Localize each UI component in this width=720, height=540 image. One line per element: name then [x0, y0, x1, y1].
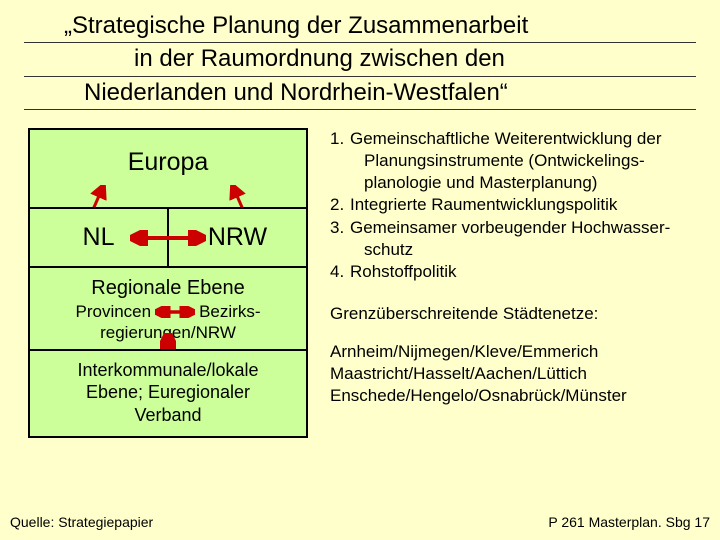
slide-title: „Strategische Planung der Zusammenarbeit… — [0, 0, 720, 110]
prov-right-label: Bezirks- — [199, 302, 260, 322]
list-item: 1.Gemeinschaftliche Weiterentwicklung de… — [330, 128, 698, 194]
list-text: Rohstoffpolitik — [350, 261, 698, 283]
arrow-prov-icon — [155, 306, 195, 318]
list-text: Gemeinschaftliche Weiterentwicklung derP… — [350, 128, 698, 194]
text-column: 1.Gemeinschaftliche Weiterentwicklung de… — [330, 128, 698, 438]
node-nl: NL — [28, 207, 169, 268]
node-europa: Europa — [28, 128, 308, 209]
grenz-lines: Arnheim/Nijmegen/Kleve/EmmerichMaastrich… — [330, 341, 698, 407]
nrw-label: NRW — [208, 223, 267, 251]
list-continuation: schutz — [350, 239, 698, 261]
list-number: 2. — [330, 194, 350, 216]
interk-l3: Verband — [36, 404, 300, 427]
prov-line2-label: regierungen/NRW — [36, 323, 300, 343]
node-regional: Regionale Ebene Provincen Bezirks- regie… — [28, 266, 308, 351]
list-continuation: Planungsinstrumente (Ontwickelings- — [350, 150, 698, 172]
diagram-column: Europa NL NRW Regionale Ebene — [28, 128, 308, 438]
interk-l2: Ebene; Euregionaler — [36, 381, 300, 404]
regional-head-label: Regionale Ebene — [36, 276, 300, 300]
list-item: 4.Rohstoffpolitik — [330, 261, 698, 283]
list-item: 3.Gemeinsamer vorbeugender Hochwasser-sc… — [330, 217, 698, 261]
title-line-3: Niederlanden und Nordrhein-Westfalen“ — [24, 77, 696, 110]
prov-row: Provincen Bezirks- — [36, 302, 300, 322]
grenz-line: Maastricht/Hasselt/Aachen/Lüttich — [330, 363, 698, 385]
list-number: 1. — [330, 128, 350, 194]
list-text: Integrierte Raumentwicklungspolitik — [350, 194, 698, 216]
grenz-line: Enschede/Hengelo/Osnabrück/Münster — [330, 385, 698, 407]
grenz-heading: Grenzüberschreitende Städtenetze: — [330, 303, 698, 325]
nl-label: NL — [83, 223, 115, 251]
nl-nrw-row: NL NRW — [28, 207, 308, 268]
list-continuation: planologie und Masterplanung) — [350, 172, 698, 194]
europa-label: Europa — [128, 148, 209, 176]
list-item: 2.Integrierte Raumentwicklungspolitik — [330, 194, 698, 216]
prov-left-label: Provincen — [75, 302, 151, 322]
node-nrw: NRW — [167, 207, 308, 268]
list-text: Gemeinsamer vorbeugender Hochwasser-schu… — [350, 217, 698, 261]
footer-pageref: P 261 Masterplan. Sbg 17 — [548, 514, 710, 530]
node-interkommunale: Interkommunale/lokale Ebene; Euregionale… — [28, 349, 308, 439]
footer-source: Quelle: Strategiepapier — [10, 514, 153, 530]
interk-l1: Interkommunale/lokale — [36, 359, 300, 382]
list-number: 3. — [330, 217, 350, 261]
list-number: 4. — [330, 261, 350, 283]
title-line-2: in der Raumordnung zwischen den — [24, 43, 696, 76]
grenz-line: Arnheim/Nijmegen/Kleve/Emmerich — [330, 341, 698, 363]
title-line-1: „Strategische Planung der Zusammenarbeit — [24, 10, 696, 43]
numbered-list: 1.Gemeinschaftliche Weiterentwicklung de… — [330, 128, 698, 283]
footer: Quelle: Strategiepapier P 261 Masterplan… — [10, 514, 710, 530]
content-area: Europa NL NRW Regionale Ebene — [0, 110, 720, 438]
